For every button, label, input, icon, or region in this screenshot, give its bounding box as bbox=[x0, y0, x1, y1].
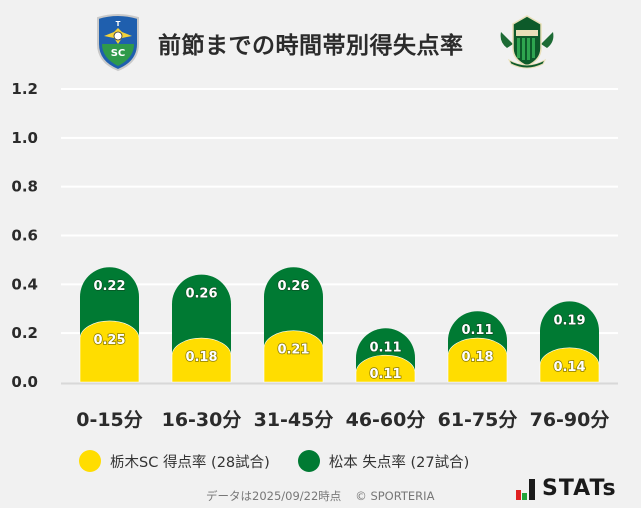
y-tick-label: 0.2 bbox=[11, 324, 38, 342]
chart-header: T SC 前節までの時間帯別得失点率 bbox=[0, 0, 641, 80]
chart-title: 前節までの時間帯別得失点率 bbox=[158, 33, 464, 59]
legend-dot-green-icon bbox=[297, 450, 320, 472]
legend-item-away[interactable]: 松本 失点率 (27試合) bbox=[297, 450, 470, 472]
x-tick-label: 46-60分 bbox=[346, 409, 426, 431]
bar-home-scored[interactable] bbox=[539, 347, 600, 383]
value-label-home: 0.18 bbox=[185, 350, 217, 365]
bar-home-scored[interactable] bbox=[171, 337, 232, 383]
footer: データは2025/09/22時点 © SPORTERIA bbox=[206, 488, 434, 504]
y-tick-label: 0.0 bbox=[11, 373, 38, 391]
legend-item-home[interactable]: 栃木SC 得点率 (28試合) bbox=[79, 450, 270, 472]
value-label-home: 0.25 bbox=[93, 333, 125, 348]
data-timestamp: データは2025/09/22時点 bbox=[206, 489, 342, 503]
chart-legend: 栃木SC 得点率 (28試合) 松本 失点率 (27試合) bbox=[79, 450, 497, 472]
value-label-away: 0.11 bbox=[461, 323, 493, 338]
value-label-away: 0.22 bbox=[93, 279, 125, 294]
legend-label: 松本 失点率 (27試合) bbox=[328, 454, 470, 471]
bar-home-scored[interactable] bbox=[79, 320, 140, 383]
value-label-away: 0.11 bbox=[369, 340, 401, 355]
x-tick-label: 31-45分 bbox=[254, 409, 334, 431]
stats-brand-logo: STATs bbox=[516, 476, 634, 500]
y-tick-label: 1.2 bbox=[11, 80, 38, 98]
y-tick-label: 1.0 bbox=[11, 129, 38, 147]
value-label-home: 0.18 bbox=[461, 350, 493, 365]
bar-chart-logo-icon bbox=[516, 479, 535, 500]
matsumoto-yamaga-crest-icon bbox=[500, 15, 554, 69]
value-label-home: 0.14 bbox=[553, 360, 585, 375]
bar-home-scored[interactable] bbox=[355, 354, 416, 383]
y-tick-label: 0.6 bbox=[11, 227, 38, 245]
legend-label: 栃木SC 得点率 (28試合) bbox=[110, 454, 270, 471]
value-label-home: 0.11 bbox=[369, 367, 401, 382]
svg-text:T: T bbox=[116, 20, 121, 28]
x-tick-label: 61-75分 bbox=[438, 409, 518, 431]
value-label-away: 0.26 bbox=[185, 287, 217, 302]
x-tick-label: 76-90分 bbox=[530, 409, 610, 431]
stacked-bar-chart: 0.0 0.2 0.4 0.6 0.8 1.0 1.2 0.22 0.25 0-15分 0.26 0.… bbox=[11, 80, 618, 431]
y-tick-label: 0.4 bbox=[11, 275, 38, 293]
svg-text:SC: SC bbox=[111, 48, 126, 59]
tochigi-sc-crest-icon: T SC bbox=[97, 14, 139, 72]
brand-name: STATs bbox=[542, 476, 617, 501]
value-label-away: 0.26 bbox=[277, 279, 309, 294]
bar-home-scored[interactable] bbox=[263, 330, 324, 383]
legend-dot-yellow-icon bbox=[79, 450, 101, 472]
copyright: © SPORTERIA bbox=[355, 489, 435, 503]
bar-home-scored[interactable] bbox=[447, 337, 508, 383]
value-label-home: 0.21 bbox=[277, 343, 309, 358]
x-tick-label: 16-30分 bbox=[162, 409, 242, 431]
value-label-away: 0.19 bbox=[553, 313, 585, 328]
y-tick-label: 0.8 bbox=[11, 178, 38, 196]
x-tick-label: 0-15分 bbox=[76, 409, 143, 431]
